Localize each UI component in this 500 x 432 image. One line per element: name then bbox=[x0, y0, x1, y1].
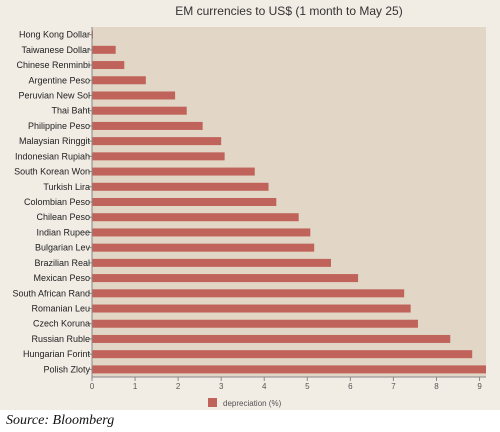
x-tick-label: 8 bbox=[434, 382, 439, 391]
bar bbox=[92, 152, 225, 161]
x-tick-label: 1 bbox=[133, 382, 138, 391]
bar bbox=[92, 61, 125, 70]
x-tick-label: 5 bbox=[305, 382, 310, 391]
x-tick-label: 6 bbox=[348, 382, 353, 391]
y-tick-label: Indonesian Rupiah bbox=[15, 151, 90, 161]
x-tick-label: 7 bbox=[391, 382, 396, 391]
bar bbox=[92, 274, 359, 283]
y-tick-label: Czech Koruna bbox=[33, 319, 90, 329]
bar bbox=[92, 182, 269, 191]
bar bbox=[92, 198, 277, 206]
y-tick-label: Turkish Lira bbox=[43, 182, 90, 192]
x-tick-label: 3 bbox=[219, 382, 224, 391]
y-tick-label: Colombian Peso bbox=[24, 197, 90, 207]
bar bbox=[92, 167, 255, 176]
bar bbox=[92, 243, 315, 252]
y-tick-label: Chilean Peso bbox=[36, 212, 90, 222]
y-tick-label: South Korean Won bbox=[14, 167, 90, 177]
y-tick-label: Malaysian Ringgit bbox=[19, 136, 91, 146]
bar bbox=[92, 121, 203, 130]
bar bbox=[92, 334, 451, 343]
x-tick-label: 9 bbox=[477, 382, 482, 391]
source-note: Source: Bloomberg bbox=[6, 413, 115, 428]
y-tick-label: Indian Rupee bbox=[36, 227, 90, 237]
bar-chart: Hong Kong Dollar Taiwanese Dollar Chinese … bbox=[12, 27, 486, 408]
chart-figure: EM currencies to US$ (1 month to May 25)… bbox=[0, 0, 500, 410]
bar bbox=[92, 289, 405, 298]
y-tick-label: Polish Zloty bbox=[43, 364, 90, 374]
y-tick-label: Argentine Peso bbox=[28, 75, 90, 85]
y-tick-label: Taiwanese Dollar bbox=[21, 45, 90, 55]
bar bbox=[92, 228, 311, 237]
x-tick-label: 0 bbox=[90, 382, 95, 391]
legend-label: depreciation (%) bbox=[223, 399, 282, 408]
y-tick-label: Brazilian Real bbox=[34, 258, 90, 268]
bar bbox=[92, 106, 187, 115]
y-tick-label: Hong Kong Dollar bbox=[19, 30, 90, 40]
x-tick-label: 4 bbox=[262, 382, 267, 391]
y-tick-label: Bulgarian Lev bbox=[35, 243, 91, 253]
bar bbox=[92, 45, 116, 54]
y-tick-label: Russian Ruble bbox=[31, 334, 90, 344]
y-tick-label: Philippine Peso bbox=[28, 121, 90, 131]
y-tick-label: Hungarian Forint bbox=[23, 349, 91, 359]
bar bbox=[92, 319, 418, 328]
bar bbox=[92, 365, 486, 374]
y-tick-label: Thai Baht bbox=[51, 106, 90, 116]
y-tick-label: Romanian Leu bbox=[31, 304, 90, 314]
x-tick-label: 2 bbox=[176, 382, 181, 391]
bar bbox=[92, 76, 146, 85]
bar bbox=[92, 137, 222, 146]
chart-title: EM currencies to US$ (1 month to May 25) bbox=[175, 4, 403, 18]
bar bbox=[92, 304, 411, 313]
legend-swatch bbox=[208, 398, 217, 407]
y-tick-label: South African Rand bbox=[12, 288, 90, 298]
bar bbox=[92, 213, 299, 222]
bar bbox=[92, 91, 176, 100]
y-tick-label: Peruvian New Sol bbox=[18, 90, 90, 100]
y-tick-label: Mexican Peso bbox=[33, 273, 90, 283]
y-tick-label: Chinese Renminbi bbox=[16, 60, 90, 70]
bar bbox=[92, 350, 473, 359]
bar bbox=[92, 258, 331, 267]
